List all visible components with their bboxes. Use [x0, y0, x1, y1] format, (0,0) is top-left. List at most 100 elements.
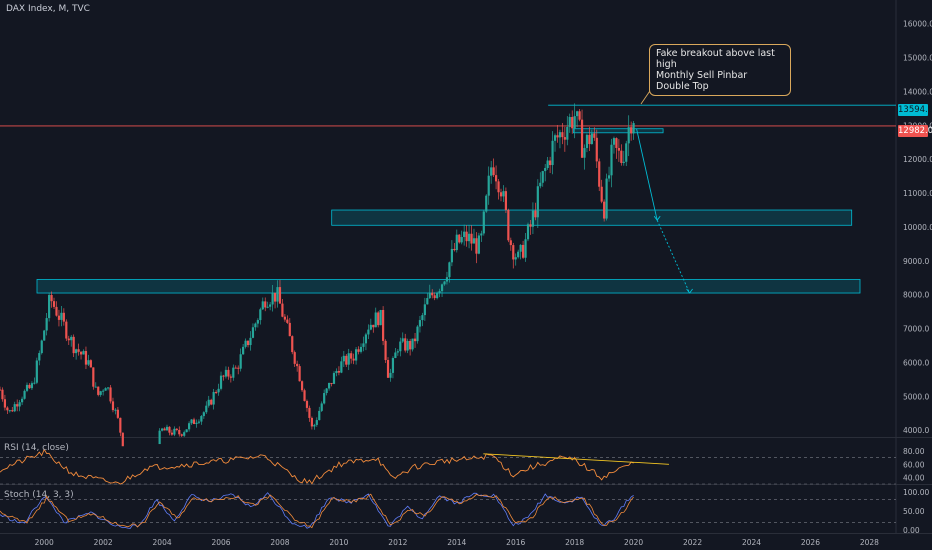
candle-body: [352, 358, 355, 361]
annotation-callout[interactable]: Fake breakout above last high Monthly Se…: [649, 44, 791, 96]
candle-body: [433, 295, 436, 299]
candle-body: [568, 117, 571, 127]
rsi-tick-label: 80.00: [903, 447, 925, 456]
candle-body: [487, 175, 490, 196]
time-tick-label: 2002: [94, 538, 113, 547]
candle-body: [239, 354, 242, 369]
candle-body: [92, 367, 95, 387]
candle-body: [276, 287, 279, 302]
candle-body: [519, 244, 522, 252]
candle-body: [406, 340, 409, 351]
candle-body: [25, 384, 29, 391]
time-tick-label: 2022: [683, 538, 702, 547]
candle-body: [632, 123, 635, 134]
candle-body: [514, 257, 517, 260]
candle-body: [251, 327, 255, 338]
candle-body: [224, 369, 228, 377]
candle-body: [97, 386, 100, 395]
candle-body: [583, 148, 586, 158]
candle-body: [561, 132, 564, 138]
candle-body: [111, 401, 115, 411]
candle-body: [242, 346, 245, 355]
candle-body: [38, 353, 41, 361]
candle-body: [494, 175, 498, 182]
candle-body: [79, 351, 83, 355]
candle-body: [497, 181, 500, 193]
candle-body: [436, 292, 439, 299]
candle-body: [617, 147, 620, 151]
candle-body: [249, 337, 252, 346]
rsi-divergence-trendline: [483, 453, 669, 465]
candle-body: [30, 383, 34, 389]
candle-body: [563, 137, 566, 140]
candle-body: [467, 233, 471, 242]
candle-body: [354, 349, 358, 361]
candle-body: [16, 404, 19, 407]
candle-body: [55, 306, 58, 316]
candle-body: [517, 251, 520, 258]
candle-body: [116, 409, 119, 418]
candle-body: [374, 312, 377, 328]
rsi-tick-label: 60.00: [903, 460, 925, 469]
candle-body: [480, 233, 483, 236]
candle-body: [531, 210, 535, 227]
candle-body: [418, 320, 422, 327]
candle-body: [227, 369, 230, 377]
candle-body: [33, 382, 36, 384]
candle-body: [45, 318, 48, 331]
candle-body: [229, 376, 232, 378]
candle-body: [13, 404, 16, 412]
time-tick-label: 2010: [329, 538, 348, 547]
candle-body: [185, 429, 188, 433]
candle-body: [571, 117, 574, 129]
candle-body: [413, 338, 417, 342]
candle-body: [556, 135, 559, 138]
candle-body: [300, 381, 304, 391]
candle-body: [600, 186, 603, 202]
time-tick-label: 2004: [153, 538, 172, 547]
candle-body: [546, 160, 549, 169]
candle-body: [202, 412, 205, 417]
candle-body: [327, 382, 331, 389]
candle-body: [330, 382, 333, 384]
candle-body: [163, 428, 166, 431]
rsi-pane-label: RSI (14, close): [4, 443, 69, 453]
annotation-line-3: Double Top: [656, 81, 709, 92]
candle-body: [94, 386, 97, 388]
candle-body: [448, 262, 451, 278]
candle-body: [35, 360, 38, 383]
candle-body: [364, 334, 368, 344]
candle-body: [232, 367, 235, 378]
candle-body: [266, 306, 269, 308]
time-tick-label: 2000: [35, 538, 54, 547]
candle-body: [173, 428, 176, 435]
candle-body: [357, 349, 360, 352]
annotation-line-2: Monthly Sell Pinbar: [656, 70, 748, 81]
candle-body: [502, 191, 505, 197]
candle-body: [222, 375, 225, 377]
candle-body: [303, 390, 306, 401]
candle-body: [394, 352, 397, 359]
candle-body: [440, 284, 444, 292]
candle-body: [271, 292, 274, 305]
candle-body: [369, 324, 372, 330]
price-tick-label: 11000.0: [903, 189, 932, 198]
candle-body: [219, 375, 223, 389]
candle-body: [43, 330, 46, 341]
candle-body: [178, 429, 181, 435]
candle-body: [416, 326, 419, 342]
candle-body: [350, 353, 353, 359]
candle-body: [630, 127, 633, 134]
candle-body: [367, 329, 370, 335]
candle-body: [472, 238, 476, 244]
support-zone: [331, 209, 853, 226]
candle-body: [215, 391, 218, 393]
time-tick-label: 2012: [388, 538, 407, 547]
candle-body: [536, 186, 539, 218]
candle-body: [438, 291, 441, 293]
candle-body: [99, 391, 102, 395]
candle-body: [192, 419, 196, 424]
candle-body: [391, 358, 395, 373]
candle-body: [188, 423, 191, 430]
